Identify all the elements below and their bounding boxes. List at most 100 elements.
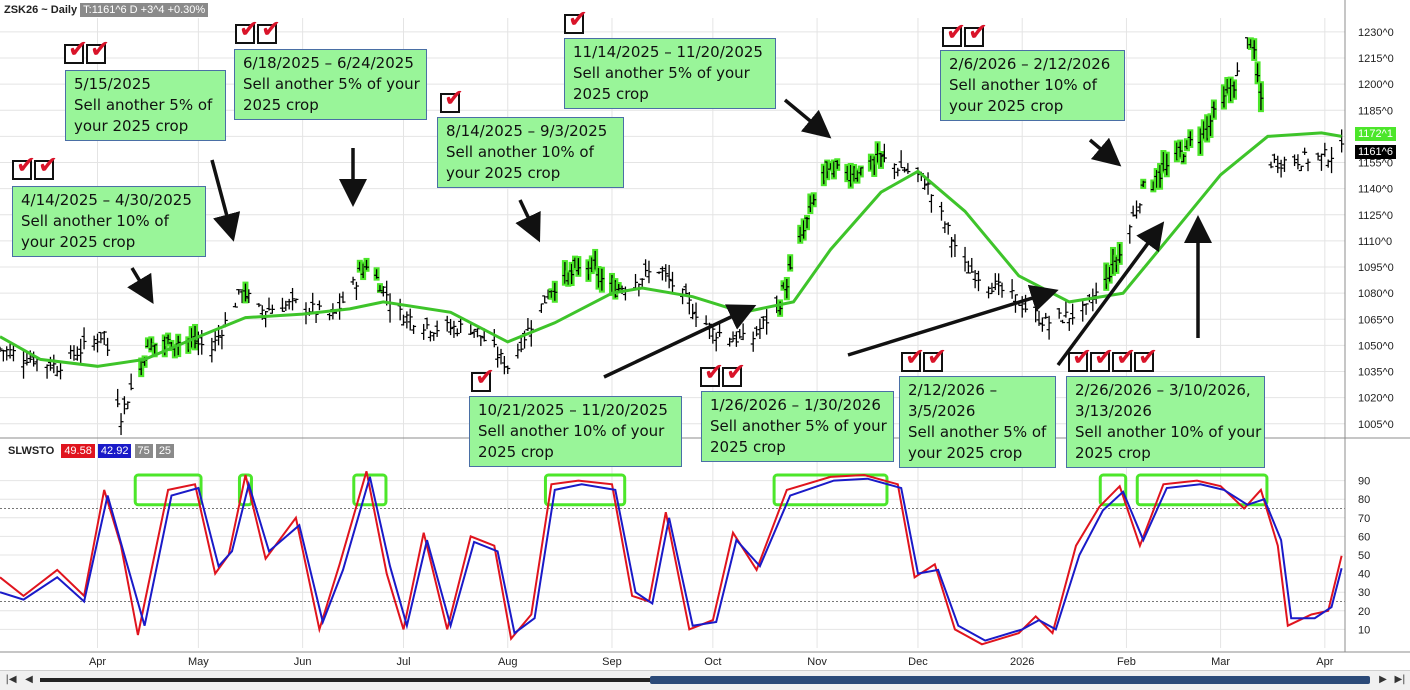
scroll-right-icon[interactable]: ▶: [1379, 674, 1387, 685]
callout-arrow: [603, 304, 757, 379]
check-icon: ✔: [1112, 345, 1136, 372]
note-line: 10/21/2025 – 11/20/2025: [478, 401, 668, 419]
x-tick-label: Oct: [704, 656, 721, 668]
callout-arrow: [127, 267, 154, 305]
x-tick-label: Apr: [1316, 656, 1333, 668]
annotation-note: 2/6/2026 – 2/12/2026 Sell another 10% of…: [940, 50, 1125, 121]
scroll-end-icon[interactable]: ▶|: [1394, 674, 1406, 685]
note-line: Sell another 5% of: [908, 423, 1047, 441]
checkbox-group: ✔ ✔ ✔ ✔: [1068, 345, 1158, 372]
annotation-note: 6/18/2025 – 6/24/2025 Sell another 5% of…: [234, 49, 427, 120]
note-line: your 2025 crop: [21, 233, 136, 251]
checkbox-group: ✔: [471, 365, 495, 392]
check-icon: ✔: [1090, 345, 1114, 372]
note-line: 2/6/2026 – 2/12/2026: [949, 55, 1111, 73]
note-line: Sell another 10% of: [949, 76, 1097, 94]
note-line: 6/18/2025 – 6/24/2025: [243, 54, 414, 72]
ma-price-tag: 1172^1: [1355, 127, 1396, 141]
y-tick-label: 1065^0: [1358, 314, 1394, 326]
scroll-start-icon[interactable]: |◀: [5, 674, 17, 685]
y-tick-label: 1020^0: [1358, 393, 1394, 405]
overbought-highlight: [133, 473, 203, 507]
checkbox-group: ✔: [440, 86, 464, 113]
x-tick-label: Dec: [908, 656, 928, 668]
annotation-note: 2/12/2026 – 3/5/2026 Sell another 5% of …: [899, 376, 1056, 468]
callout-arrow: [515, 199, 541, 243]
quote-badge: T:1161^6 D +3^4 +0.30%: [80, 3, 209, 17]
overbought-highlight: [772, 473, 889, 507]
y-tick-label: 1125^0: [1358, 210, 1393, 222]
note-line: 2/26/2026 – 3/10/2026,: [1075, 381, 1251, 399]
chart-header: ZSK26 ~ Daily T:1161^6 D +3^4 +0.30%: [4, 3, 209, 17]
y-tick-label: 1110^0: [1358, 236, 1392, 248]
y-tick-label: 1035^0: [1358, 367, 1394, 379]
checkbox-group: ✔ ✔: [235, 17, 281, 44]
note-line: Sell another 10% of: [21, 212, 169, 230]
scroll-left-icon[interactable]: ◀: [25, 674, 33, 685]
check-icon: ✔: [1068, 345, 1092, 372]
note-line: 4/14/2025 – 4/30/2025: [21, 191, 192, 209]
overbought-highlight: [352, 473, 388, 507]
y-tick-label: 1155^0: [1358, 158, 1393, 170]
check-icon: ✔: [722, 360, 746, 387]
annotation-note: 2/26/2026 – 3/10/2026, 3/13/2026 Sell an…: [1066, 376, 1265, 468]
note-line: 2/12/2026 –: [908, 381, 998, 399]
checkbox-group: ✔ ✔: [12, 153, 58, 180]
callout-arrow: [210, 159, 241, 242]
check-icon: ✔: [564, 7, 588, 34]
x-tick-label: Sep: [602, 656, 622, 668]
checkbox-group: ✔ ✔: [700, 360, 746, 387]
x-tick-label: Nov: [807, 656, 827, 668]
note-line: 11/14/2025 – 11/20/2025: [573, 43, 763, 61]
moving-average-line: [0, 131, 1342, 368]
y-tick-label: 1080^0: [1358, 288, 1394, 300]
note-line: your 2025 crop: [446, 164, 561, 182]
chart-scrollbar[interactable]: |◀ ◀ ▶ ▶|: [0, 670, 1410, 690]
y-tick-label: 90: [1358, 476, 1370, 488]
overbought-highlight: [1098, 473, 1128, 507]
y-tick-label: 1050^0: [1358, 340, 1394, 352]
check-icon: ✔: [34, 153, 58, 180]
note-line: Sell another 10% of: [446, 143, 594, 161]
x-tick-label: Aug: [498, 656, 518, 668]
check-icon: ✔: [1134, 345, 1158, 372]
note-line: 2025 crop: [243, 96, 319, 114]
note-line: 2025 crop: [478, 443, 554, 461]
indicator-level-low: 25: [155, 444, 175, 458]
check-icon: ✔: [964, 20, 988, 47]
check-icon: ✔: [235, 17, 259, 44]
indicator-header: SLWSTO 49.58 42.92 75 25: [8, 444, 175, 458]
annotation-note: 10/21/2025 – 11/20/2025 Sell another 10%…: [469, 396, 682, 467]
scroll-thumb[interactable]: [650, 676, 1370, 684]
y-tick-label: 1185^0: [1358, 105, 1393, 117]
note-line: 3/5/2026: [908, 402, 976, 420]
y-tick-label: 1215^0: [1358, 53, 1394, 65]
y-tick-label: 70: [1358, 513, 1370, 525]
y-tick-label: 1230^0: [1358, 27, 1394, 39]
check-icon: ✔: [12, 153, 36, 180]
note-line: 2025 crop: [710, 438, 786, 456]
x-tick-label: Jun: [294, 656, 312, 668]
last-price-tag: 1161^6: [1355, 145, 1396, 159]
check-icon: ✔: [64, 37, 88, 64]
annotation-note: 5/15/2025 Sell another 5% of your 2025 c…: [65, 70, 226, 141]
note-line: your 2025 crop: [74, 117, 189, 135]
moving-average: [0, 131, 1342, 368]
note-line: Sell another 5% of your: [573, 64, 750, 82]
callout-arrow: [783, 98, 832, 139]
check-icon: ✔: [440, 86, 464, 113]
arrows: [127, 98, 1212, 379]
callout-arrow: [1088, 137, 1122, 167]
check-icon: ✔: [901, 345, 925, 372]
annotation-note: 4/14/2025 – 4/30/2025 Sell another 10% o…: [12, 186, 206, 257]
x-tick-label: Feb: [1117, 656, 1136, 668]
checkbox-group: ✔ ✔: [942, 20, 988, 47]
scroll-track[interactable]: [40, 678, 650, 682]
checkbox-group: ✔ ✔: [64, 37, 110, 64]
indicator-value-blue: 42.92: [97, 444, 132, 458]
check-icon: ✔: [942, 20, 966, 47]
stochastic-panel: [0, 471, 1343, 646]
y-tick-label: 1140^0: [1358, 184, 1393, 196]
overbought-highlight: [1135, 473, 1269, 507]
annotation-note: 1/26/2026 – 1/30/2026 Sell another 5% of…: [701, 391, 894, 462]
